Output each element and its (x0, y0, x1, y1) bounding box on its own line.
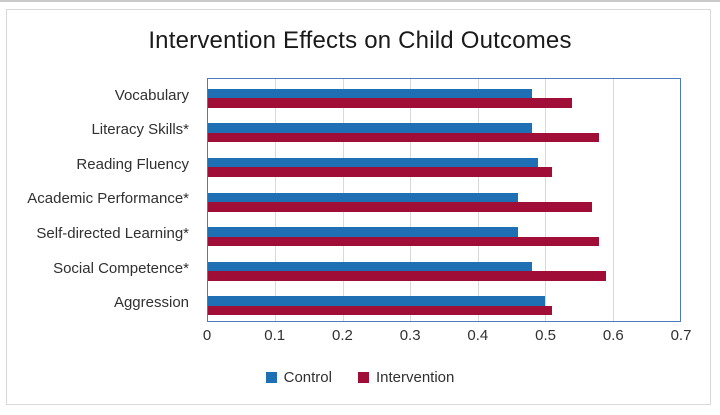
top-edge-strip (0, 0, 720, 2)
x-tick-label: 0.2 (331, 327, 353, 344)
category-label: Literacy Skills* (91, 121, 189, 139)
plot-area (207, 78, 681, 322)
bar-intervention-4 (208, 202, 593, 212)
bar-control-3 (208, 157, 539, 168)
gridline (545, 79, 547, 321)
x-tick-label: 0 (202, 327, 212, 344)
x-tick-label: 0.3 (399, 327, 421, 344)
x-tick-label: 0.7 (670, 327, 692, 344)
category-label: Aggression (113, 294, 189, 312)
gridline (612, 79, 614, 321)
bar-intervention-7 (208, 305, 552, 316)
legend-item-control: Control (265, 369, 332, 386)
category-label: Self-directed Learning* (36, 225, 189, 243)
legend-swatch-control (265, 372, 277, 383)
bar-control-4 (208, 192, 519, 202)
bar-intervention-2 (208, 132, 600, 143)
legend: Control Intervention (0, 369, 720, 386)
category-label: Academic Performance* (27, 190, 189, 208)
legend-label: Control (283, 369, 332, 386)
bar-control-6 (208, 261, 532, 272)
category-label: Social Competence* (53, 259, 189, 277)
bar-intervention-5 (208, 236, 600, 247)
bar-intervention-6 (208, 271, 606, 281)
x-tick-label: 0.4 (467, 327, 489, 344)
bar-control-7 (208, 296, 546, 306)
category-axis: Vocabulary Literacy Skills* Reading Fluenc… (0, 78, 198, 322)
category-label: Vocabulary (114, 86, 189, 104)
x-tick-label: 0.6 (602, 327, 624, 344)
category-label: Reading Fluency (76, 155, 189, 173)
bar-intervention-3 (208, 167, 552, 177)
legend-swatch-intervention (357, 372, 369, 383)
value-axis: 0 0.1 0.2 0.3 0.4 0.5 0.6 0.7 (203, 327, 692, 345)
bar-control-1 (208, 88, 532, 99)
x-tick-label: 0.1 (264, 327, 286, 344)
bar-control-2 (208, 123, 532, 133)
legend-label: Intervention (375, 369, 455, 386)
chart-title: Intervention Effects on Child Outcomes (148, 27, 572, 54)
bar-control-5 (208, 227, 519, 237)
bar-intervention-1 (208, 98, 573, 108)
x-tick-label: 0.5 (535, 327, 556, 344)
legend-item-intervention: Intervention (357, 369, 455, 386)
